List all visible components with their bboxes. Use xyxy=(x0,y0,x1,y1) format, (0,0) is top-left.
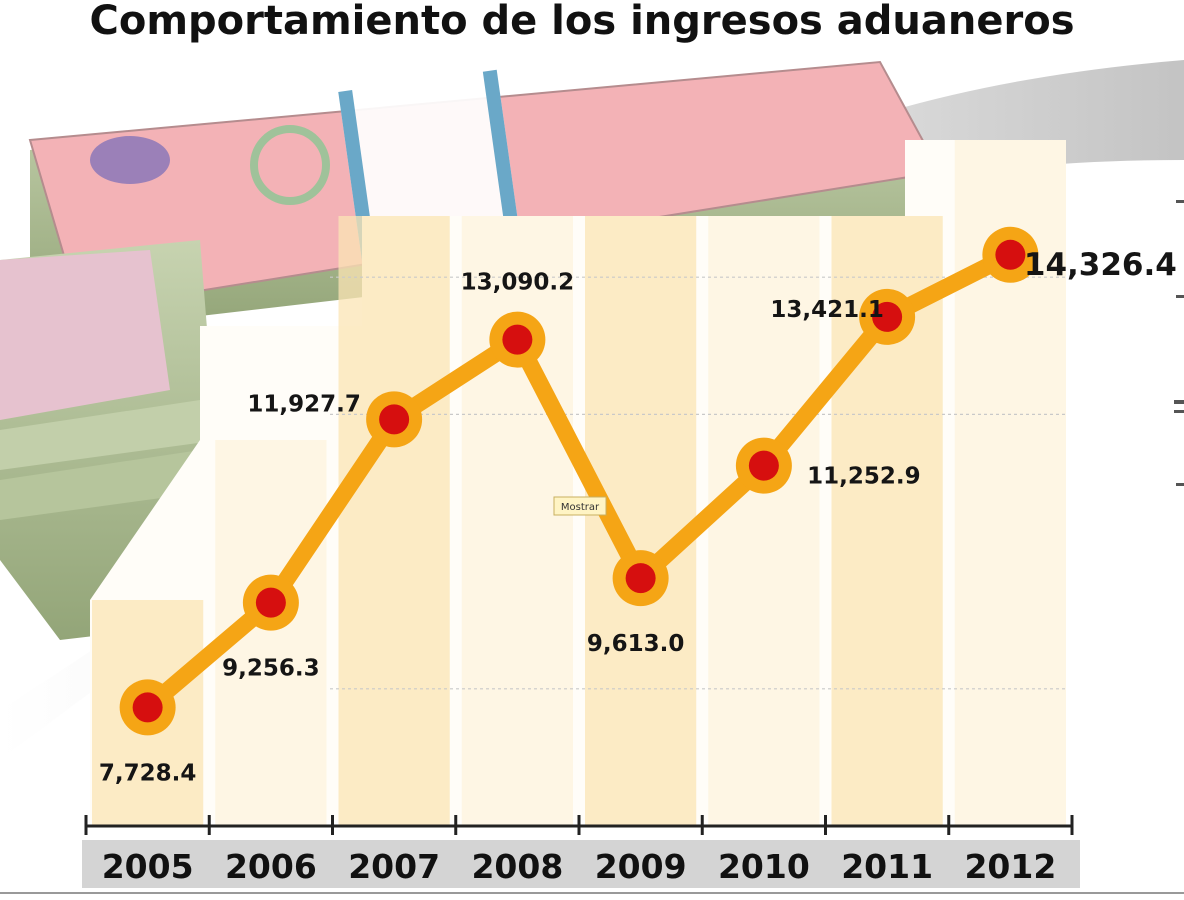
mostrar-button[interactable]: Mostrar xyxy=(553,496,607,516)
data-label-2006: 9,256.3 xyxy=(222,656,320,682)
data-label-2008: 13,090.2 xyxy=(461,270,575,296)
x-axis-tick-labels: 2005 2006 2007 2008 2009 2010 2011 2012 xyxy=(102,847,1057,886)
data-point-2012 xyxy=(982,226,1039,283)
data-label-2012: 14,326.4 xyxy=(1024,247,1177,283)
x-tick-label-2010: 2010 xyxy=(718,847,810,886)
mostrar-button-label: Mostrar xyxy=(561,502,600,513)
x-tick-label-2007: 2007 xyxy=(348,847,440,886)
x-tick-label-2005: 2005 xyxy=(102,847,194,886)
x-tick-label-2012: 2012 xyxy=(964,847,1056,886)
data-label-2009: 9,613.0 xyxy=(587,631,685,657)
year-columns xyxy=(92,140,1066,826)
x-axis-ticks xyxy=(84,815,1074,835)
data-markers xyxy=(119,226,1039,736)
data-label-2005: 7,728.4 xyxy=(99,760,197,786)
data-label-2007: 11,927.7 xyxy=(247,391,361,417)
data-point-2008 xyxy=(489,311,546,368)
data-point-2005 xyxy=(119,679,176,736)
column-2008 xyxy=(461,216,573,826)
column-2007 xyxy=(338,216,450,826)
chart-title: Comportamiento de los ingresos aduaneros xyxy=(89,0,1074,44)
data-point-2011 xyxy=(859,288,916,345)
data-label-2011: 13,421.1 xyxy=(770,297,884,323)
series-line xyxy=(139,246,1019,716)
year-band xyxy=(82,840,1080,888)
data-label-2010: 11,252.9 xyxy=(807,464,921,490)
data-point-2006 xyxy=(242,574,299,631)
x-tick-label-2011: 2011 xyxy=(841,847,933,886)
decorative-swoosh xyxy=(0,60,1184,760)
data-labels: 7,728.4 9,256.3 11,927.7 13,090.2 9,613.0 11,… xyxy=(99,247,1177,787)
x-tick-label-2009: 2009 xyxy=(595,847,687,886)
column-2010 xyxy=(708,216,820,826)
x-tick-label-2006: 2006 xyxy=(225,847,317,886)
data-point-2009 xyxy=(612,550,669,607)
plot-panel xyxy=(90,140,1066,820)
cropped-edge-marks xyxy=(1174,200,1184,486)
x-tick-label-2008: 2008 xyxy=(471,847,563,886)
data-point-2010 xyxy=(735,437,792,494)
gridlines xyxy=(330,276,1066,690)
data-point-2007 xyxy=(366,391,423,448)
